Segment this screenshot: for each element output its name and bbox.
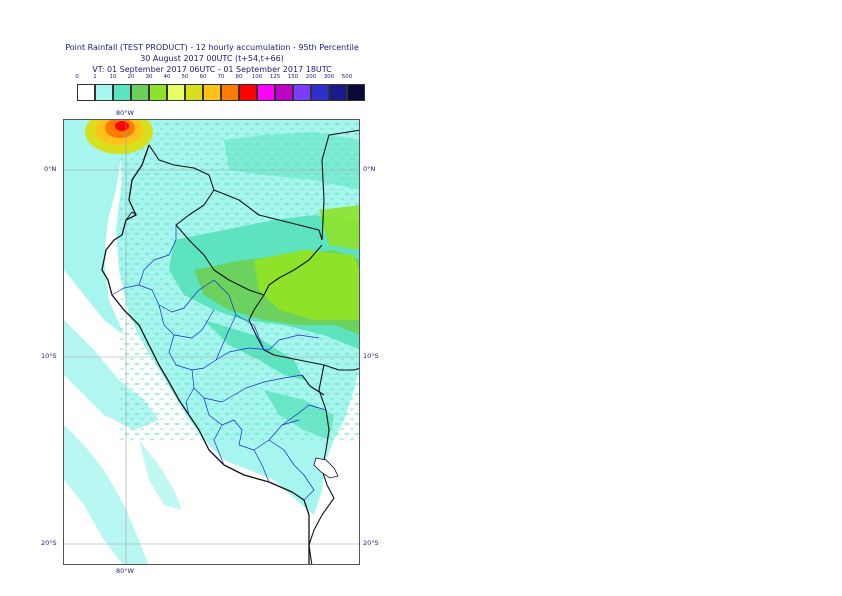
legend-tick-label: 40 (163, 74, 171, 80)
legend-tick-label: 30 (145, 74, 153, 80)
lake-titicaca (313, 457, 339, 479)
legend-tick-label: 50 (181, 74, 189, 80)
map-title: Point Rainfall (TEST PRODUCT) - 12 hourl… (0, 42, 424, 75)
legend-tick-label: 70 (217, 74, 225, 80)
legend-swatch (131, 84, 149, 101)
heavy-rain-hotspot (85, 120, 153, 154)
coastline (101, 144, 310, 564)
legend-swatch (113, 84, 131, 101)
lat-label-10s-right: 10°S (363, 352, 379, 360)
legend-swatch (203, 84, 221, 101)
country-borders (148, 129, 359, 564)
title-line-3: VT: 01 September 2017 06UTC - 01 Septemb… (92, 65, 332, 74)
graticule (64, 120, 359, 564)
legend-tick-label: 60 (199, 74, 207, 80)
lat-label-eq-left: 0°N (44, 165, 57, 173)
legend-swatch (185, 84, 203, 101)
legend-tick-label: 0 (75, 74, 79, 80)
land-rain-field (116, 120, 359, 515)
legend-tick-label: 500 (341, 74, 353, 80)
legend-swatch (257, 84, 275, 101)
lon-label-top: 80°W (116, 109, 134, 117)
legend-swatch (149, 84, 167, 101)
legend-swatch (275, 84, 293, 101)
lat-label-10s-left: 10°S (41, 352, 57, 360)
legend-swatch (221, 84, 239, 101)
legend-swatch (311, 84, 329, 101)
legend-tick-label: 80 (235, 74, 243, 80)
legend-swatch (293, 84, 311, 101)
rainfall-map (64, 120, 359, 564)
legend-tick-label: 20 (127, 74, 135, 80)
map-frame (63, 119, 360, 565)
legend-swatch (239, 84, 257, 101)
legend-swatch (347, 84, 365, 101)
title-line-1: Point Rainfall (TEST PRODUCT) - 12 hourl… (65, 43, 359, 52)
legend-swatch (167, 84, 185, 101)
legend-tick-label: 100 (251, 74, 263, 80)
color-legend: 0 1 10 20 30 40 50 60 70 80 100 125 150 200 300 500 (60, 74, 365, 104)
legend-swatch (77, 84, 95, 101)
legend-tick-label: 300 (323, 74, 335, 80)
lon-label-bottom: 80°W (116, 567, 134, 575)
legend-swatch (329, 84, 347, 101)
regional-borders (111, 225, 327, 501)
legend-tick-label: 125 (269, 74, 281, 80)
legend-tick-label: 150 (287, 74, 299, 80)
legend-swatch (95, 84, 113, 101)
legend-tick-label: 200 (305, 74, 317, 80)
legend-tick-label: 10 (109, 74, 117, 80)
lat-label-20s-right: 20°S (363, 539, 379, 547)
lat-label-20s-left: 20°S (41, 539, 57, 547)
legend-tick-label: 1 (93, 74, 97, 80)
lat-label-eq-right: 0°N (363, 165, 376, 173)
title-line-2: 30 August 2017 00UTC (t+54,t+66) (140, 54, 284, 63)
